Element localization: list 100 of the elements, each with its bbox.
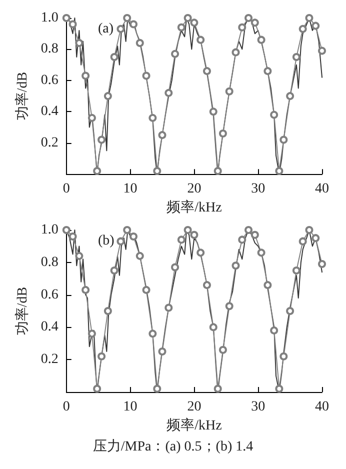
point (292, 266, 300, 274)
annotation: (b) (98, 234, 115, 248)
point (257, 248, 266, 257)
point (142, 72, 150, 80)
x-axis-title: 频率/kHz (166, 200, 222, 216)
point (148, 114, 157, 122)
point (238, 23, 246, 32)
point (218, 346, 227, 354)
point (264, 281, 272, 290)
point (232, 48, 240, 56)
point (153, 384, 162, 393)
x-tick-label: 20 (187, 182, 202, 197)
point (250, 18, 259, 27)
x-tick-label: 20 (187, 400, 202, 414)
point (158, 348, 166, 356)
y-tick-label: 0.2 (40, 352, 58, 368)
point (177, 236, 186, 244)
point (232, 262, 240, 270)
point (136, 252, 144, 260)
x-tick-label: 0 (62, 400, 70, 414)
point (250, 230, 259, 239)
point (88, 330, 96, 338)
point (305, 14, 314, 22)
point (312, 234, 320, 242)
point (225, 302, 234, 310)
point (292, 53, 300, 62)
y-tick-label: 0.6 (40, 72, 58, 88)
point (190, 230, 198, 239)
point (177, 23, 186, 32)
point (158, 131, 166, 140)
point (264, 67, 272, 76)
point (68, 20, 77, 28)
x-tick-label: 40 (315, 400, 329, 414)
point (318, 260, 326, 268)
point (312, 22, 320, 30)
point (110, 266, 118, 274)
point (196, 248, 205, 257)
point (142, 286, 150, 294)
point (104, 307, 112, 315)
point (275, 384, 284, 393)
y-axis-title: 功率/dB (14, 72, 30, 120)
y-tick-label: 0.2 (40, 135, 58, 150)
point (244, 14, 253, 22)
point (298, 24, 307, 33)
point (110, 53, 118, 62)
point (116, 237, 125, 246)
point (305, 226, 314, 234)
point (68, 232, 77, 240)
point (238, 236, 246, 244)
y-tick-label: 1.0 (40, 10, 58, 26)
point (184, 14, 192, 22)
point (116, 24, 125, 33)
point (286, 92, 294, 100)
point (75, 252, 84, 260)
point (93, 166, 102, 175)
point (202, 281, 211, 290)
point (202, 67, 211, 76)
y-tick-label: 0.8 (40, 254, 58, 270)
point (244, 226, 253, 234)
point (196, 36, 205, 44)
x-tick-label: 40 (315, 182, 329, 197)
point (214, 166, 222, 175)
x-tick-label: 10 (123, 182, 138, 197)
point (88, 114, 96, 122)
point (98, 352, 106, 360)
x-tick-label: 10 (123, 400, 138, 414)
point (148, 330, 157, 338)
x-tick-label: 0 (62, 182, 70, 197)
point (209, 108, 218, 116)
y-tick-label: 1.0 (40, 222, 58, 238)
point (130, 232, 138, 240)
point (280, 136, 288, 144)
point (225, 87, 234, 96)
point (270, 326, 278, 334)
point (82, 286, 90, 294)
point (298, 237, 307, 246)
y-tick-label: 0.6 (40, 287, 58, 302)
point (98, 136, 106, 144)
x-tick-label: 30 (251, 182, 266, 197)
point (93, 384, 102, 393)
x-axis-title: 频率/kHz (166, 417, 222, 434)
point (286, 307, 294, 315)
y-axis-title: 功率/dB (14, 286, 30, 336)
annotation: (a) (98, 22, 114, 36)
point (136, 38, 144, 47)
point (184, 226, 192, 234)
point (257, 36, 266, 44)
point (164, 304, 173, 312)
point (190, 18, 198, 27)
point (171, 263, 180, 272)
x-tick-label: 30 (251, 400, 266, 414)
point (123, 14, 132, 22)
point (75, 38, 84, 47)
point (209, 323, 218, 332)
point (171, 50, 180, 58)
text: 压力/MPa：(a) 0.5；(b) 1.4 (92, 438, 254, 454)
point (130, 20, 138, 28)
point (104, 92, 112, 100)
point (153, 166, 162, 175)
point (275, 166, 284, 175)
